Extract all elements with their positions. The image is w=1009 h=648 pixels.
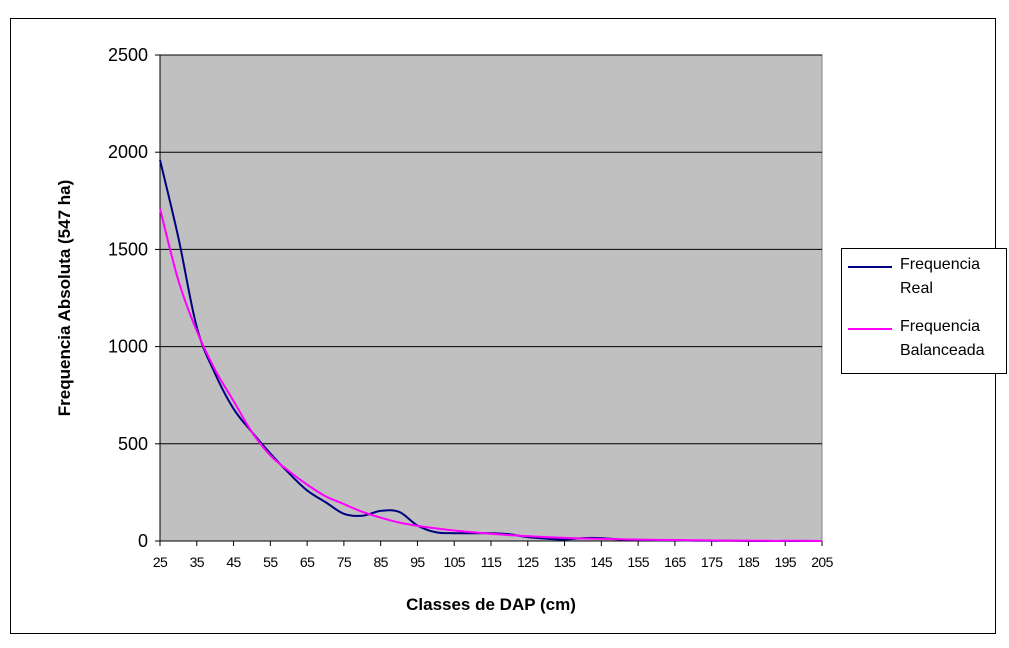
x-tick-label: 115 bbox=[481, 554, 502, 570]
x-tick-label: 65 bbox=[300, 554, 315, 570]
legend: Frequencia Real Frequencia Balanceada bbox=[841, 248, 1007, 374]
series-lines bbox=[159, 159, 823, 543]
x-tick-label: 25 bbox=[153, 554, 168, 570]
x-tick-label: 45 bbox=[226, 554, 241, 570]
x-axis-title: Classes de DAP (cm) bbox=[406, 595, 576, 614]
x-tick-label: 195 bbox=[774, 554, 796, 570]
x-tick-label: 95 bbox=[410, 554, 425, 570]
y-tick-label: 0 bbox=[138, 531, 148, 551]
y-tick-label: 2500 bbox=[108, 45, 148, 65]
y-tick-label: 500 bbox=[118, 434, 148, 454]
x-tick-label: 85 bbox=[373, 554, 388, 570]
gridlines bbox=[160, 54, 822, 445]
y-tick-label: 1500 bbox=[108, 239, 148, 259]
x-tick-label: 155 bbox=[627, 554, 649, 570]
y-axis-title: Frequencia Absoluta (547 ha) bbox=[55, 180, 74, 416]
legend-swatch-balanceada bbox=[848, 328, 892, 330]
x-tick-label: 185 bbox=[738, 554, 760, 570]
plot-area bbox=[159, 54, 823, 542]
series-line-balanceada bbox=[159, 208, 823, 542]
x-tick-label: 125 bbox=[517, 554, 539, 570]
x-tick-label: 205 bbox=[811, 554, 833, 570]
legend-entry-balanceada: Frequencia Balanceada bbox=[848, 315, 1006, 365]
legend-label-balanceada: Frequencia Balanceada bbox=[900, 318, 985, 359]
legend-swatch-real bbox=[848, 266, 892, 268]
x-tick-label: 35 bbox=[190, 554, 205, 570]
x-tick-labels: 25 35 45 55 65 75 85 95 105 115 125 135 145 155 165 175… bbox=[153, 554, 834, 570]
x-tick-label: 165 bbox=[664, 554, 686, 570]
x-tick-label: 55 bbox=[263, 554, 278, 570]
legend-entry-real: Frequencia Real bbox=[848, 253, 1006, 303]
y-tick-label: 2000 bbox=[108, 142, 148, 162]
legend-label-real: Frequencia Real bbox=[900, 256, 981, 297]
y-tick-label: 1000 bbox=[108, 337, 148, 357]
x-tick-label: 105 bbox=[443, 554, 465, 570]
x-tick-label: 75 bbox=[337, 554, 352, 570]
x-tick-label: 135 bbox=[554, 554, 576, 570]
x-tick-label: 175 bbox=[701, 554, 723, 570]
y-tick-labels: 0 500 1000 1500 2000 2500 bbox=[108, 45, 148, 551]
x-tick-label: 145 bbox=[591, 554, 613, 570]
